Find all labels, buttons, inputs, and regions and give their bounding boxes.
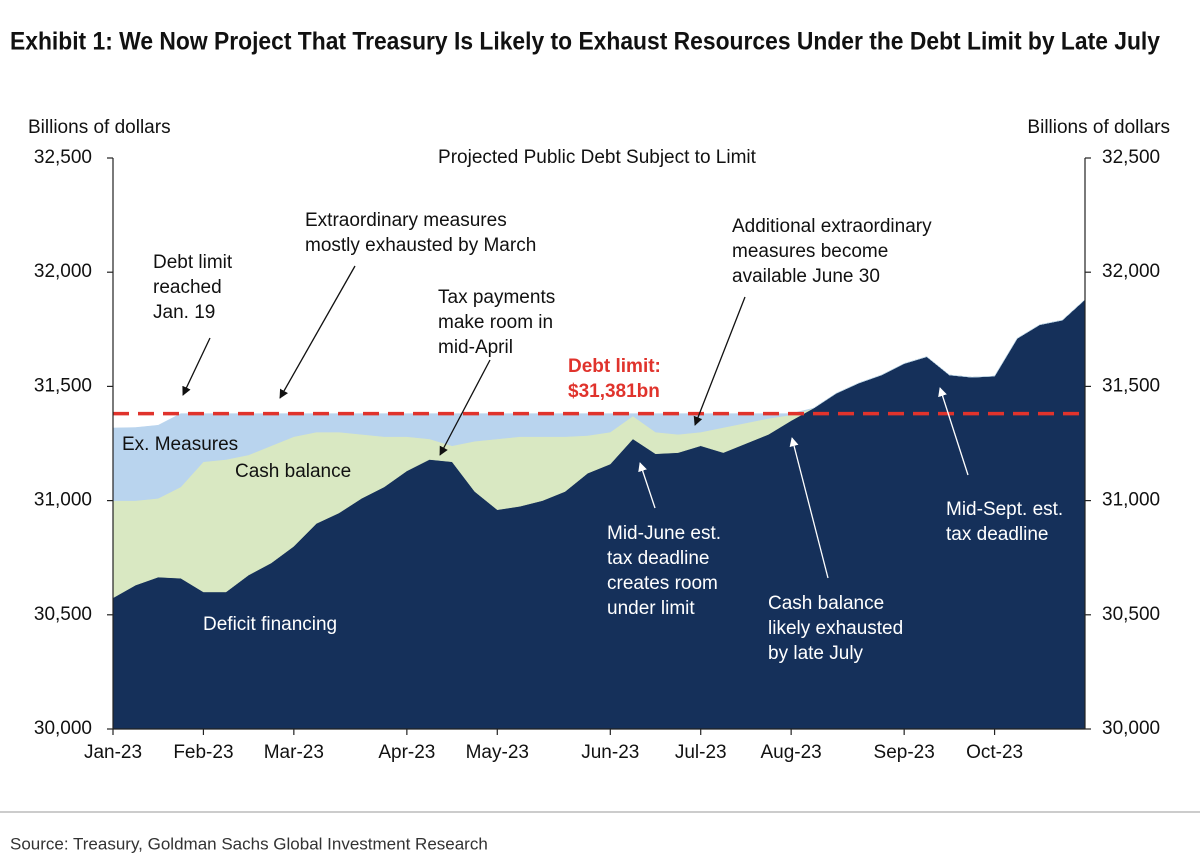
x-tick-label: Jun-23 bbox=[581, 742, 639, 763]
annotation-arrow bbox=[638, 462, 656, 509]
annotation-arrow bbox=[439, 359, 491, 456]
y2-tick-label: 31,000 bbox=[1102, 490, 1160, 511]
y-tick-label: 31,500 bbox=[34, 375, 92, 396]
annotation-arrow bbox=[182, 337, 211, 396]
series-label: Cash balance bbox=[235, 461, 351, 482]
annotation: by late July bbox=[768, 643, 864, 664]
series-label: Ex. Measures bbox=[122, 434, 238, 455]
annotation: likely exhausted bbox=[768, 618, 903, 639]
annotation: Tax payments bbox=[438, 287, 555, 308]
annotation: under limit bbox=[607, 598, 695, 619]
reference-label: Debt limit: bbox=[568, 356, 661, 377]
y-tick-label: 30,500 bbox=[34, 604, 92, 625]
annotation: available June 30 bbox=[732, 266, 880, 287]
x-tick-label: May-23 bbox=[466, 742, 529, 763]
y-tick-label: 30,000 bbox=[34, 718, 92, 739]
chart-title: Exhibit 1: We Now Project That Treasury … bbox=[10, 28, 1160, 56]
annotation: Jan. 19 bbox=[153, 302, 215, 323]
annotation-arrow bbox=[789, 437, 829, 579]
annotation-arrow bbox=[693, 296, 746, 426]
source-note: Source: Treasury, Goldman Sachs Global I… bbox=[10, 834, 488, 853]
annotation: measures become bbox=[732, 241, 888, 262]
annotation: Cash balance bbox=[768, 593, 884, 614]
annotation: Debt limit bbox=[153, 252, 233, 273]
y2-tick-label: 32,500 bbox=[1102, 147, 1160, 168]
annotation-arrow bbox=[938, 387, 969, 476]
y2-tick-label: 31,500 bbox=[1102, 375, 1160, 396]
y2-tick-label: 32,000 bbox=[1102, 261, 1160, 282]
x-tick-label: Mar-23 bbox=[264, 742, 324, 763]
y-tick-label: 32,000 bbox=[34, 261, 92, 282]
annotation: make room in bbox=[438, 312, 553, 333]
annotation: mostly exhausted by March bbox=[305, 235, 536, 256]
y2-tick-label: 30,500 bbox=[1102, 604, 1160, 625]
annotation: Additional extraordinary bbox=[732, 216, 932, 237]
annotation: Mid-June est. bbox=[607, 523, 721, 544]
reference-value-label: $31,381bn bbox=[568, 381, 660, 402]
annotation: tax deadline bbox=[607, 548, 709, 569]
annotation: Mid-Sept. est. bbox=[946, 499, 1063, 520]
y-tick-label: 31,000 bbox=[34, 490, 92, 511]
chart-subtitle: Projected Public Debt Subject to Limit bbox=[438, 147, 757, 168]
series-label: Deficit financing bbox=[203, 614, 337, 635]
annotation: creates room bbox=[607, 573, 718, 594]
y-axis-label: Billions of dollars bbox=[28, 117, 171, 138]
annotation-arrow bbox=[279, 265, 356, 399]
x-tick-label: Aug-23 bbox=[760, 742, 821, 763]
x-tick-label: Apr-23 bbox=[378, 742, 435, 763]
x-tick-label: Oct-23 bbox=[966, 742, 1023, 763]
annotation: mid-April bbox=[438, 337, 513, 358]
y2-tick-label: 30,000 bbox=[1102, 718, 1160, 739]
x-tick-label: Jul-23 bbox=[675, 742, 727, 763]
x-tick-label: Jan-23 bbox=[84, 742, 142, 763]
annotation: tax deadline bbox=[946, 524, 1048, 545]
x-tick-label: Sep-23 bbox=[874, 742, 935, 763]
annotation: Extraordinary measures bbox=[305, 210, 507, 231]
x-tick-label: Feb-23 bbox=[173, 742, 233, 763]
y-tick-label: 32,500 bbox=[34, 147, 92, 168]
annotation: reached bbox=[153, 277, 222, 298]
y2-axis-label: Billions of dollars bbox=[1027, 117, 1170, 138]
